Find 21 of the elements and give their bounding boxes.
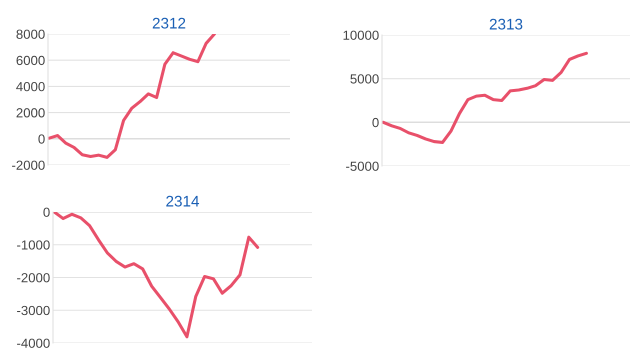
- y-tick-label: 4000: [16, 82, 45, 92]
- y-tick-label: 6000: [16, 56, 45, 66]
- y-tick-label: 0: [43, 208, 50, 217]
- line-series: [53, 212, 260, 338]
- y-tick-label: 0: [38, 134, 45, 144]
- chart-title: 2314: [166, 196, 200, 207]
- y-tick-label: -3000: [17, 306, 50, 316]
- line-series: [382, 52, 588, 144]
- chart-title: 2312: [152, 18, 186, 29]
- y-tick-label: 2000: [16, 108, 45, 118]
- y-tick-label: -5000: [346, 162, 379, 171]
- y-tick-label: 8000: [16, 30, 45, 39]
- y-tick-label: -2000: [12, 160, 45, 170]
- y-tick-label: -4000: [17, 338, 50, 348]
- y-tick-label: 10000: [344, 30, 379, 40]
- y-tick-label: 5000: [350, 74, 379, 84]
- line-series: [48, 34, 216, 159]
- y-tick-label: -2000: [17, 273, 50, 282]
- chart-title: 2313: [490, 18, 522, 30]
- y-tick-label: -1000: [17, 240, 50, 250]
- y-tick-label: 0: [372, 118, 379, 128]
